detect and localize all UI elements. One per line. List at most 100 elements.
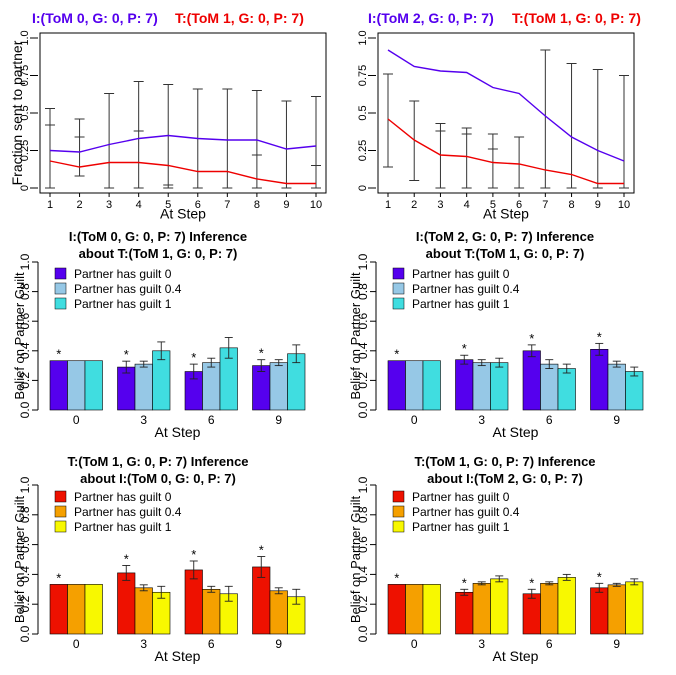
bar bbox=[625, 371, 644, 411]
bar bbox=[422, 584, 441, 635]
bar-chart-4: T:(ToM 1, G: 0, P: 7) Inference about I:(… bbox=[348, 454, 644, 664]
legend-swatch-1 bbox=[54, 267, 67, 280]
chart-title-line: about I:(ToM 0, G: 0, P: 7) bbox=[80, 471, 236, 486]
bar bbox=[387, 360, 406, 411]
significance-star: * bbox=[124, 551, 129, 566]
x-tick-label: 7 bbox=[542, 199, 548, 211]
x-tick-label: 9 bbox=[595, 199, 601, 211]
legend-swatch-1 bbox=[54, 490, 67, 503]
legend-label-3: Partner has guilt 1 bbox=[412, 520, 510, 534]
bar bbox=[590, 587, 609, 635]
legend-label-3: Partner has guilt 1 bbox=[412, 297, 510, 311]
legend-swatch-2 bbox=[392, 282, 405, 295]
chart-title-line: T:(ToM 1, G: 0, P: 7) Inference bbox=[67, 454, 248, 469]
bar-chart-3: T:(ToM 1, G: 0, P: 7) Inference about I:(… bbox=[12, 454, 306, 664]
y-tick-label: 0.75 bbox=[357, 65, 369, 86]
chart-title-line: I:(ToM 0, G: 0, P: 7) Inference bbox=[69, 229, 247, 244]
y-axis-label: Belief on Partner Guilt bbox=[12, 272, 27, 400]
y-tick-label: 0.4 bbox=[18, 342, 32, 359]
y-tick-label: 1.0 bbox=[356, 253, 370, 270]
legend-label-3: Partner has guilt 1 bbox=[74, 297, 172, 311]
bar bbox=[557, 368, 576, 411]
y-tick-label: 0.4 bbox=[18, 566, 32, 583]
bar bbox=[472, 362, 491, 411]
x-axis-label: At Step bbox=[155, 648, 201, 664]
legend-swatch-3 bbox=[392, 520, 405, 533]
legend-swatch-2 bbox=[392, 505, 405, 518]
x-tick-label: 3 bbox=[478, 413, 485, 427]
y-tick-label: 0.0 bbox=[18, 401, 32, 418]
x-axis-label: At Step bbox=[493, 424, 539, 440]
bar-chart-1: I:(ToM 0, G: 0, P: 7) Inference about T:(… bbox=[12, 229, 306, 440]
bar bbox=[405, 360, 424, 411]
y-tick-label: 0.5 bbox=[357, 105, 369, 120]
x-tick-label: 9 bbox=[275, 637, 282, 651]
x-tick-label: 3 bbox=[478, 637, 485, 651]
y-tick-label: 1.0 bbox=[18, 253, 32, 270]
x-tick-label: 6 bbox=[208, 637, 215, 651]
bar bbox=[522, 350, 541, 411]
x-tick-label: 10 bbox=[310, 199, 322, 211]
legend-swatch-2 bbox=[54, 505, 67, 518]
significance-star: * bbox=[529, 575, 534, 590]
bar bbox=[455, 359, 474, 411]
x-tick-label: 0 bbox=[73, 637, 80, 651]
bar bbox=[490, 578, 509, 635]
y-tick-label: 0.2 bbox=[18, 596, 32, 613]
x-tick-label: 6 bbox=[195, 199, 201, 211]
x-tick-label: 9 bbox=[275, 413, 282, 427]
y-tick-label: 0.6 bbox=[356, 313, 370, 330]
y-tick-label: 0.5 bbox=[19, 105, 31, 120]
y-axis-label: Belief on Partner Guilt bbox=[348, 496, 363, 624]
x-tick-label: 8 bbox=[254, 199, 260, 211]
significance-star: * bbox=[529, 331, 534, 346]
legend-label-2: Partner has guilt 0.4 bbox=[74, 282, 182, 296]
significance-star: * bbox=[259, 346, 264, 361]
y-tick-label: 0.4 bbox=[356, 566, 370, 583]
significance-star: * bbox=[56, 347, 61, 362]
legend-label-2: Partner has guilt 0.4 bbox=[74, 505, 182, 519]
bar bbox=[134, 363, 153, 411]
x-tick-label: 1 bbox=[47, 199, 53, 211]
x-tick-label: 0 bbox=[411, 413, 418, 427]
series-line-2 bbox=[49, 160, 316, 185]
legend-swatch-3 bbox=[54, 520, 67, 533]
y-tick-label: 1.0 bbox=[356, 476, 370, 493]
line-chart-1: I:(ToM 0, G: 0, P: 7) T:(ToM 1, G: 0, P: … bbox=[9, 10, 327, 221]
significance-star: * bbox=[56, 570, 61, 585]
y-tick-label: 0.0 bbox=[356, 401, 370, 418]
x-tick-label: 2 bbox=[76, 199, 82, 211]
legend-label-2: Partner has guilt 0.4 bbox=[412, 282, 520, 296]
bar bbox=[490, 362, 509, 411]
y-tick-label: 0.8 bbox=[18, 506, 32, 523]
y-tick-label: 1.0 bbox=[18, 476, 32, 493]
y-tick-label: 1.0 bbox=[19, 30, 31, 45]
y-tick-label: 0 bbox=[357, 185, 369, 191]
bar bbox=[67, 584, 86, 635]
bar bbox=[405, 584, 424, 635]
chart-title-line: about I:(ToM 2, G: 0, P: 7) bbox=[427, 471, 583, 486]
y-tick-label: 0.75 bbox=[19, 65, 31, 86]
x-tick-label: 6 bbox=[516, 199, 522, 211]
x-tick-label: 0 bbox=[411, 637, 418, 651]
x-tick-label: 9 bbox=[283, 199, 289, 211]
bar bbox=[134, 587, 153, 635]
legend-swatch-1 bbox=[392, 490, 405, 503]
x-tick-label: 7 bbox=[224, 199, 230, 211]
chart-title-line: T:(ToM 1, G: 0, P: 7) Inference bbox=[414, 454, 595, 469]
y-tick-label: 0.8 bbox=[356, 283, 370, 300]
y-tick-label: 0.2 bbox=[356, 372, 370, 389]
legend-swatch-3 bbox=[392, 297, 405, 310]
legend-label-1: Partner has guilt 0 bbox=[74, 267, 172, 281]
y-tick-label: 0.25 bbox=[19, 140, 31, 161]
bar bbox=[422, 360, 441, 411]
significance-star: * bbox=[259, 543, 264, 558]
bar bbox=[472, 583, 491, 635]
line-chart-2: I:(ToM 2, G: 0, P: 7) T:(ToM 1, G: 0, P: … bbox=[357, 10, 641, 221]
x-axis-label: At Step bbox=[155, 424, 201, 440]
bar bbox=[49, 584, 68, 635]
y-tick-label: 0.6 bbox=[18, 536, 32, 553]
significance-star: * bbox=[597, 569, 602, 584]
legend-label-1: Partner has guilt 0 bbox=[412, 267, 510, 281]
